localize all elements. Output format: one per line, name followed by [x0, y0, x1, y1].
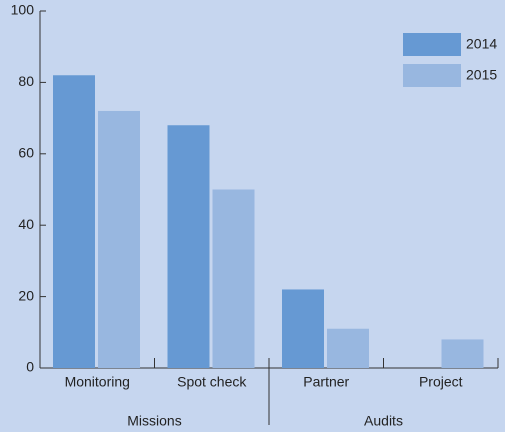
x-tick-label: Partner — [303, 374, 349, 390]
bar — [53, 75, 95, 368]
bar — [282, 289, 324, 368]
x-tick-label: Spot check — [177, 374, 247, 390]
bar — [98, 110, 140, 369]
y-tick-label: 20 — [18, 287, 34, 303]
group-label: Missions — [127, 413, 181, 429]
y-tick-label: 100 — [11, 2, 35, 18]
y-tick-label: 40 — [18, 216, 34, 232]
legend-label: 2015 — [466, 67, 497, 83]
group-label: Audits — [364, 413, 403, 429]
y-tick-label: 0 — [26, 359, 34, 375]
bar — [441, 339, 484, 368]
x-tick-label: Project — [419, 374, 463, 390]
x-tick-label: Monitoring — [65, 374, 130, 390]
legend-label: 2014 — [466, 36, 497, 52]
legend-swatch — [403, 64, 461, 87]
y-tick-label: 60 — [18, 145, 34, 161]
bar — [167, 125, 210, 369]
legend-swatch — [403, 33, 461, 56]
bar — [327, 328, 369, 368]
bar — [212, 189, 255, 368]
y-tick-label: 80 — [18, 73, 34, 89]
